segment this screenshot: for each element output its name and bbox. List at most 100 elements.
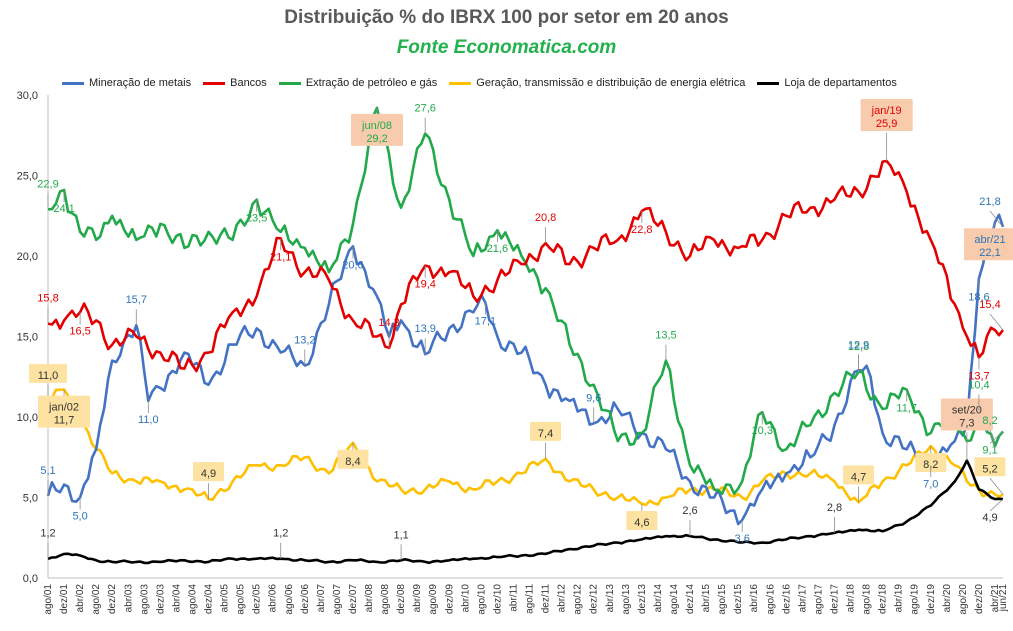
annotation-label: 22,1	[979, 247, 1000, 259]
annotation-label: 1,2	[273, 528, 288, 540]
annotation-label: 20,8	[535, 212, 556, 224]
x-tick-label: abr/17	[797, 584, 808, 613]
annotation-label: 13,2	[294, 334, 315, 346]
annotation-label: 22,8	[631, 224, 652, 236]
x-tick-label: ago/20	[958, 584, 969, 615]
x-tick-label: ago/06	[284, 584, 295, 615]
annotation-leader	[989, 498, 1004, 512]
legend-swatch	[449, 81, 472, 85]
x-tick-label: ago/14	[669, 584, 680, 615]
x-tick-label: dez/11	[541, 584, 552, 614]
annotation-label: 4,7	[851, 471, 866, 483]
series-line-bancos	[47, 159, 1005, 373]
annotation-label: 4,9	[201, 468, 216, 480]
annotation-label: 2,8	[827, 502, 842, 514]
annotation-label: 13,7	[968, 370, 989, 382]
x-tick-label: abr/14	[653, 584, 664, 613]
x-tick-label: abr/12	[557, 584, 568, 613]
x-tick-label: abr/03	[123, 584, 134, 613]
annotation-label: 7,3	[959, 417, 974, 429]
x-tick-label: dez/03	[155, 584, 166, 614]
annotation-label: 27,6	[414, 103, 435, 115]
annotation-label: 12,8	[848, 341, 869, 353]
y-tick-label: 0,0	[23, 573, 38, 585]
annotation-leader	[989, 478, 1004, 495]
annotation-leader	[989, 431, 1004, 444]
legend-label: Bancos	[230, 77, 267, 89]
annotation-box	[964, 228, 1013, 261]
annotation-label: 29,2	[366, 133, 387, 145]
y-tick-label: 5,0	[23, 493, 38, 505]
x-tick-label: ago/13	[621, 584, 632, 615]
annotation-label: 8,2	[923, 459, 938, 471]
annotation-label: 2,6	[682, 505, 697, 517]
x-tick-label: abr/18	[846, 584, 857, 613]
x-tick-label: ago/09	[428, 584, 439, 615]
annotation-label: 20,6	[342, 259, 363, 271]
x-tick-label: ago/17	[813, 584, 824, 615]
x-tick-label: ago/01	[43, 584, 54, 615]
x-tick-label: dez/16	[781, 584, 792, 614]
legend-label: Geração, transmissão e distribuição de e…	[476, 77, 746, 89]
x-tick-label: dez/15	[733, 584, 744, 614]
annotation-label: 9,1	[982, 444, 997, 456]
x-tick-label: dez/12	[589, 584, 600, 614]
x-tick-label: abr/15	[701, 584, 712, 613]
x-tick-label: dez/20	[974, 584, 985, 614]
annotation-box	[860, 99, 913, 132]
annotation-label: 11,0	[138, 414, 159, 426]
legend-swatch	[62, 81, 84, 85]
x-tick-label: dez/17	[829, 584, 840, 614]
x-tick-label: ago/16	[765, 584, 776, 615]
annotation-label: 22,9	[37, 178, 58, 190]
x-tick-label: abr/06	[268, 584, 279, 613]
x-tick-label: ago/04	[187, 584, 198, 615]
annotation-label: 19,4	[414, 279, 435, 291]
annotation-label: jan/02	[48, 402, 79, 414]
annotation-box	[351, 113, 404, 146]
legend-item-mineracao: Mineração de metais	[62, 77, 191, 89]
annotation-label: 25,9	[876, 118, 897, 130]
annotation-label: jan/19	[871, 105, 902, 117]
annotation-box	[193, 462, 225, 482]
legend-item-petroleo: Extração de petróleo e gás	[278, 77, 437, 89]
annotation-box	[940, 398, 993, 431]
legend-item-loja: Loja de departamentos	[757, 77, 897, 89]
annotation-label: 13,9	[414, 323, 435, 335]
annotation-label: 9,6	[586, 392, 601, 404]
x-tick-label: abr/10	[460, 584, 471, 613]
annotation-label: 14,3	[378, 317, 399, 329]
annotation-label: 15,7	[126, 294, 147, 306]
x-tick-label: abr/08	[364, 584, 375, 613]
x-tick-label: dez/07	[348, 584, 359, 614]
x-tick-label: dez/06	[300, 584, 311, 614]
x-tick-label: abr/16	[749, 584, 760, 613]
y-tick-label: 25,0	[17, 171, 38, 183]
legend-swatch	[757, 81, 780, 85]
annotation-label: 8,2	[982, 415, 997, 427]
annotation-label: abr/21	[974, 234, 1005, 246]
annotation-label: 11,7	[54, 415, 75, 427]
x-tick-label: ago/18	[862, 584, 873, 615]
x-tick-label: abr/04	[171, 584, 182, 613]
annotation-leader	[989, 210, 1004, 228]
legend-label: Mineração de metais	[89, 77, 192, 89]
x-tick-label: dez/02	[107, 584, 118, 614]
series-line-loja	[47, 459, 1004, 565]
x-tick-label: dez/19	[926, 584, 937, 614]
x-tick-label: dez/13	[637, 584, 648, 614]
annotation-box	[29, 363, 67, 383]
annotation-label: 15,8	[37, 293, 58, 305]
legend: Mineração de metais Bancos Extração de pet…	[62, 74, 1007, 92]
annotation-label: 10,3	[752, 425, 773, 437]
x-tick-label: abr/11	[508, 584, 519, 612]
chart-subtitle: Fonte Economatica.com	[396, 37, 617, 58]
annotation-label: 18,6	[968, 292, 989, 304]
x-tick-label: ago/02	[91, 584, 102, 615]
x-tick-label: ago/07	[332, 584, 343, 615]
x-tick-label: ago/12	[573, 584, 584, 615]
annotation-box	[38, 395, 91, 428]
x-tick-label: dez/05	[252, 584, 263, 614]
annotation-label: 15,4	[979, 299, 1000, 311]
